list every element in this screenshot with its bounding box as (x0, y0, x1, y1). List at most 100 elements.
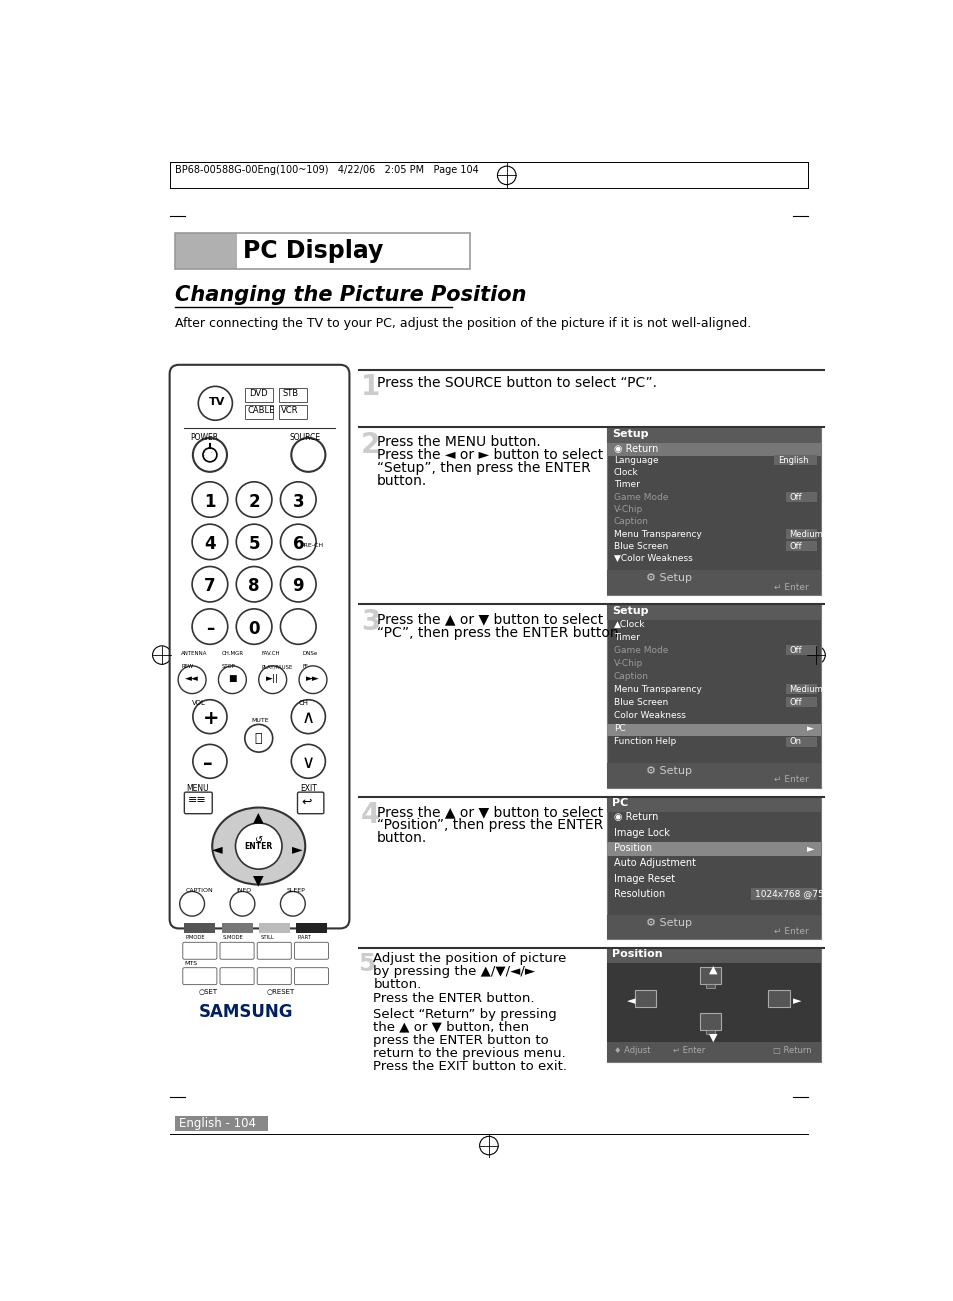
Text: ►►: ►► (306, 674, 319, 683)
Bar (607, 796, 820, 812)
Text: button.: button. (373, 978, 421, 991)
Text: Language: Language (613, 455, 658, 464)
Text: STB: STB (282, 389, 298, 398)
Text: SOURCE: SOURCE (290, 433, 320, 442)
Text: CABLE: CABLE (247, 406, 274, 415)
Text: ◄◄: ◄◄ (185, 674, 199, 683)
Text: ◉ Return: ◉ Return (613, 812, 658, 822)
Text: PC: PC (613, 725, 624, 734)
Text: V-Chip: V-Chip (613, 658, 642, 667)
Text: 1024x768 @75Hz: 1024x768 @75Hz (754, 889, 834, 898)
Text: Off: Off (789, 699, 801, 708)
Bar (785, 684, 816, 695)
Text: Press the EXIT button to exit.: Press the EXIT button to exit. (373, 1060, 567, 1073)
Circle shape (193, 438, 227, 472)
Text: □ Return: □ Return (772, 1046, 810, 1055)
Text: return to the previous menu.: return to the previous menu. (373, 1047, 566, 1060)
Text: ∨: ∨ (301, 753, 314, 771)
Bar (705, 1030, 715, 1034)
Text: ↵ Enter: ↵ Enter (673, 1046, 705, 1055)
Bar (607, 947, 820, 963)
Bar (785, 528, 816, 539)
Text: FAV.CH: FAV.CH (261, 652, 280, 656)
FancyBboxPatch shape (297, 792, 323, 813)
Text: ▲: ▲ (709, 964, 718, 974)
Circle shape (192, 566, 228, 602)
Bar (245, 388, 273, 402)
Text: Select “Return” by pressing: Select “Return” by pressing (373, 1008, 557, 1021)
Text: Menu Transparency: Menu Transparency (613, 530, 700, 539)
Text: Changing the Picture Position: Changing the Picture Position (174, 285, 526, 306)
Text: Game Mode: Game Mode (613, 493, 667, 502)
Text: ▲Clock: ▲Clock (613, 619, 644, 628)
Text: press the ENTER button to: press the ENTER button to (373, 1034, 549, 1047)
Bar (607, 947, 820, 1062)
Circle shape (218, 666, 246, 693)
Text: 4: 4 (204, 535, 215, 553)
FancyBboxPatch shape (183, 942, 216, 959)
Text: P.MODE: P.MODE (186, 934, 205, 939)
Text: ↵ Enter: ↵ Enter (773, 583, 808, 592)
Text: ▼Color Weakness: ▼Color Weakness (613, 554, 692, 563)
Bar (607, 842, 820, 856)
Text: 8: 8 (248, 578, 259, 596)
Text: INFO: INFO (236, 887, 252, 892)
Text: 4: 4 (360, 800, 380, 829)
Text: Medium: Medium (789, 686, 822, 695)
Text: ►: ► (292, 842, 302, 856)
Text: English - 104: English - 104 (179, 1118, 255, 1131)
Text: Position: Position (612, 950, 662, 959)
Circle shape (280, 481, 315, 518)
Text: STILL: STILL (260, 934, 274, 939)
FancyBboxPatch shape (257, 942, 291, 959)
Text: MUTE: MUTE (251, 718, 269, 723)
Bar (607, 442, 820, 455)
Text: TV: TV (209, 397, 225, 407)
Text: STOP: STOP (221, 665, 235, 669)
Circle shape (193, 700, 227, 734)
Text: S.MODE: S.MODE (223, 934, 244, 939)
Text: VCR: VCR (281, 406, 298, 415)
Text: ◄: ◄ (212, 842, 222, 856)
Bar (705, 984, 715, 987)
Text: ►: ► (806, 843, 813, 853)
FancyBboxPatch shape (257, 968, 291, 985)
Text: ⚙ Setup: ⚙ Setup (645, 574, 692, 583)
Bar (785, 541, 816, 552)
Text: 0: 0 (248, 619, 259, 637)
Bar (607, 723, 820, 736)
Text: CAPTION: CAPTION (186, 887, 213, 892)
Text: ↵ Enter: ↵ Enter (773, 926, 808, 935)
Bar (773, 455, 816, 464)
Text: DVD: DVD (249, 389, 267, 398)
Bar (767, 990, 789, 1007)
Text: 2: 2 (248, 493, 259, 510)
Text: +: + (203, 709, 219, 729)
Bar (607, 963, 820, 1042)
Text: ANTENNA: ANTENNA (181, 652, 208, 656)
Text: ►: ► (792, 997, 801, 1006)
Text: Function Help: Function Help (613, 738, 676, 747)
Bar (607, 427, 820, 595)
Text: .: . (204, 449, 205, 454)
Text: .: . (204, 451, 205, 457)
Circle shape (179, 891, 204, 916)
Text: ≡≡: ≡≡ (187, 795, 206, 805)
Text: Menu Transparency: Menu Transparency (613, 686, 700, 695)
Text: ∧: ∧ (301, 709, 314, 727)
Text: Caption: Caption (613, 673, 648, 680)
Text: .: . (204, 455, 205, 459)
Circle shape (178, 666, 206, 693)
Text: PC: PC (612, 799, 628, 808)
Circle shape (280, 524, 315, 559)
Text: ▲: ▲ (253, 811, 264, 825)
Text: PRE-CH: PRE-CH (300, 544, 323, 549)
Circle shape (193, 744, 227, 778)
Text: ⚙ Setup: ⚙ Setup (645, 917, 692, 928)
Text: .: . (210, 449, 212, 454)
Ellipse shape (212, 808, 305, 885)
Text: Setup: Setup (612, 606, 648, 615)
Text: SLEEP: SLEEP (286, 887, 305, 892)
Circle shape (236, 481, 272, 518)
Text: EXIT: EXIT (300, 785, 317, 794)
